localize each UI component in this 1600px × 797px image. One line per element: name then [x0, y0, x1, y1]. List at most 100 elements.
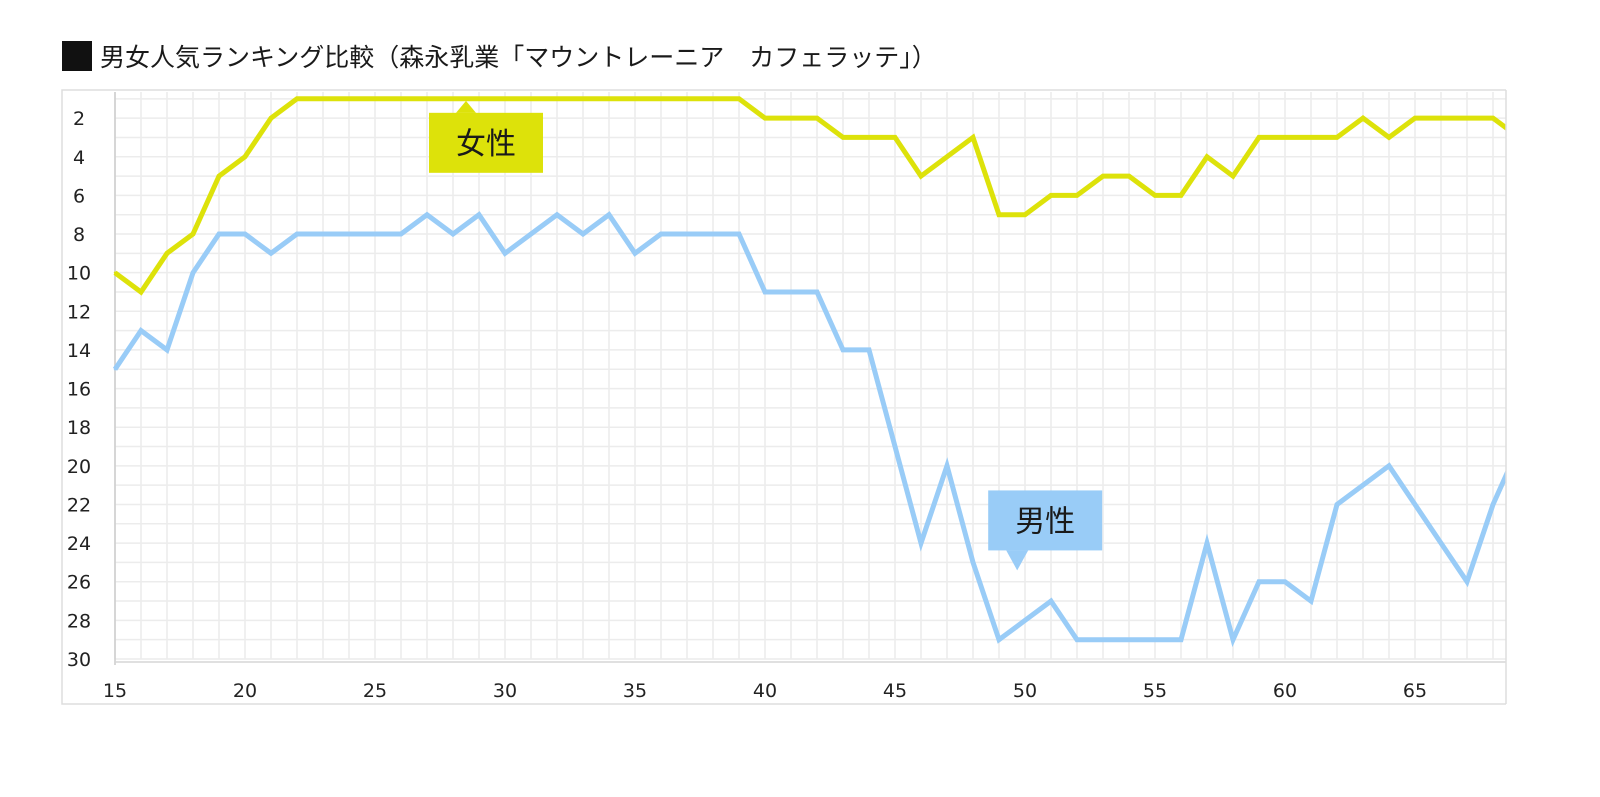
data-point-female: [581, 97, 585, 101]
data-point-male: [581, 232, 585, 236]
data-point-female: [1491, 116, 1495, 120]
data-point-female: [373, 97, 377, 101]
plot-right-mask: [1506, 85, 1600, 705]
data-point-male: [1179, 638, 1183, 641]
data-point-female: [763, 116, 767, 120]
data-point-female: [243, 155, 247, 158]
y-tick-label: 10: [67, 263, 91, 285]
data-point-male: [789, 290, 793, 294]
data-point-female: [1101, 174, 1105, 178]
data-point-male: [1335, 503, 1339, 506]
data-point-male: [1127, 638, 1131, 641]
data-point-female: [113, 271, 117, 274]
data-point-male: [971, 561, 975, 564]
data-point-female: [867, 136, 871, 139]
data-point-female: [217, 174, 221, 178]
x-tick-label: 15: [103, 680, 127, 702]
title-square-icon: [62, 41, 92, 71]
data-point-male: [529, 232, 533, 236]
data-point-male: [841, 348, 845, 352]
data-point-female: [971, 136, 975, 139]
y-tick-label: 4: [73, 147, 85, 169]
callout-box-male: [988, 490, 1103, 551]
y-tick-label: 28: [67, 610, 91, 632]
data-point-female: [1179, 194, 1183, 197]
data-point-female: [737, 97, 741, 101]
data-point-female: [451, 97, 455, 101]
x-tick-label: 25: [363, 680, 387, 702]
x-tick-label: 20: [233, 680, 257, 702]
callout-label-female: 女性: [456, 127, 516, 162]
y-tick-label: 26: [67, 572, 91, 594]
data-point-male: [737, 232, 741, 236]
data-point-female: [1075, 194, 1079, 197]
data-point-male: [1361, 483, 1365, 487]
data-point-male: [763, 290, 767, 294]
data-point-female: [945, 155, 949, 158]
y-tick-label: 14: [67, 340, 91, 362]
x-tick-label: 45: [883, 680, 907, 702]
data-point-male: [867, 348, 871, 352]
data-point-female: [607, 97, 611, 101]
data-point-male: [685, 232, 689, 236]
data-point-male: [1205, 541, 1209, 545]
data-point-male: [243, 232, 247, 236]
data-point-male: [945, 464, 949, 468]
y-tick-label: 2: [73, 108, 85, 130]
y-tick-label: 16: [67, 379, 91, 401]
data-point-male: [919, 541, 923, 545]
data-point-male: [1439, 541, 1443, 545]
x-tick-label: 60: [1273, 680, 1297, 702]
data-point-male: [659, 232, 663, 236]
x-tick-label: 65: [1403, 680, 1427, 702]
data-point-male: [191, 271, 195, 274]
data-point-female: [295, 97, 299, 101]
data-point-male: [113, 368, 117, 371]
data-point-male: [217, 232, 221, 236]
data-point-male: [893, 445, 897, 448]
y-tick-label: 12: [67, 301, 91, 323]
chart-series: [112, 85, 1600, 705]
data-point-female: [1465, 116, 1469, 120]
data-point-female: [1205, 155, 1209, 158]
plot-frame: [61, 89, 1509, 705]
data-point-female: [1049, 194, 1053, 197]
data-point-female: [269, 116, 273, 120]
data-point-female: [399, 97, 403, 101]
x-tick-label: 40: [753, 680, 777, 702]
data-point-male: [555, 213, 559, 216]
data-point-female: [1413, 116, 1417, 120]
data-point-male: [1049, 599, 1053, 603]
x-tick-label: 50: [1013, 680, 1037, 702]
data-point-male: [451, 232, 455, 236]
data-point-male: [1283, 580, 1287, 583]
data-point-male: [1023, 619, 1027, 622]
x-tick-label: 55: [1143, 680, 1167, 702]
data-point-male: [399, 232, 403, 236]
chart-title-row: 男女人気ランキング比較（森永乳業「マウントレーニア カフェラッテ」）: [62, 38, 937, 74]
data-point-female: [1387, 136, 1391, 139]
y-tick-label: 20: [67, 456, 91, 478]
data-point-female: [815, 116, 819, 120]
callout-pointer-female: [456, 100, 476, 113]
data-point-male: [269, 252, 273, 255]
callout-label-male: 男性: [1015, 504, 1075, 539]
data-point-female: [1127, 174, 1131, 178]
y-tick-label: 18: [67, 417, 91, 439]
data-point-female: [1023, 213, 1027, 216]
data-point-female: [1309, 136, 1313, 139]
data-point-female: [1361, 116, 1365, 120]
callout-pointer-male: [1006, 550, 1029, 571]
data-point-female: [919, 174, 923, 178]
data-point-female: [503, 97, 507, 101]
data-point-female: [191, 232, 195, 236]
callout-box-female: [429, 112, 543, 173]
data-point-female: [1439, 116, 1443, 120]
data-point-female: [711, 97, 715, 101]
data-point-female: [139, 290, 143, 294]
data-point-male: [347, 232, 351, 236]
data-point-female: [893, 136, 897, 139]
y-tick-label: 30: [67, 649, 91, 671]
